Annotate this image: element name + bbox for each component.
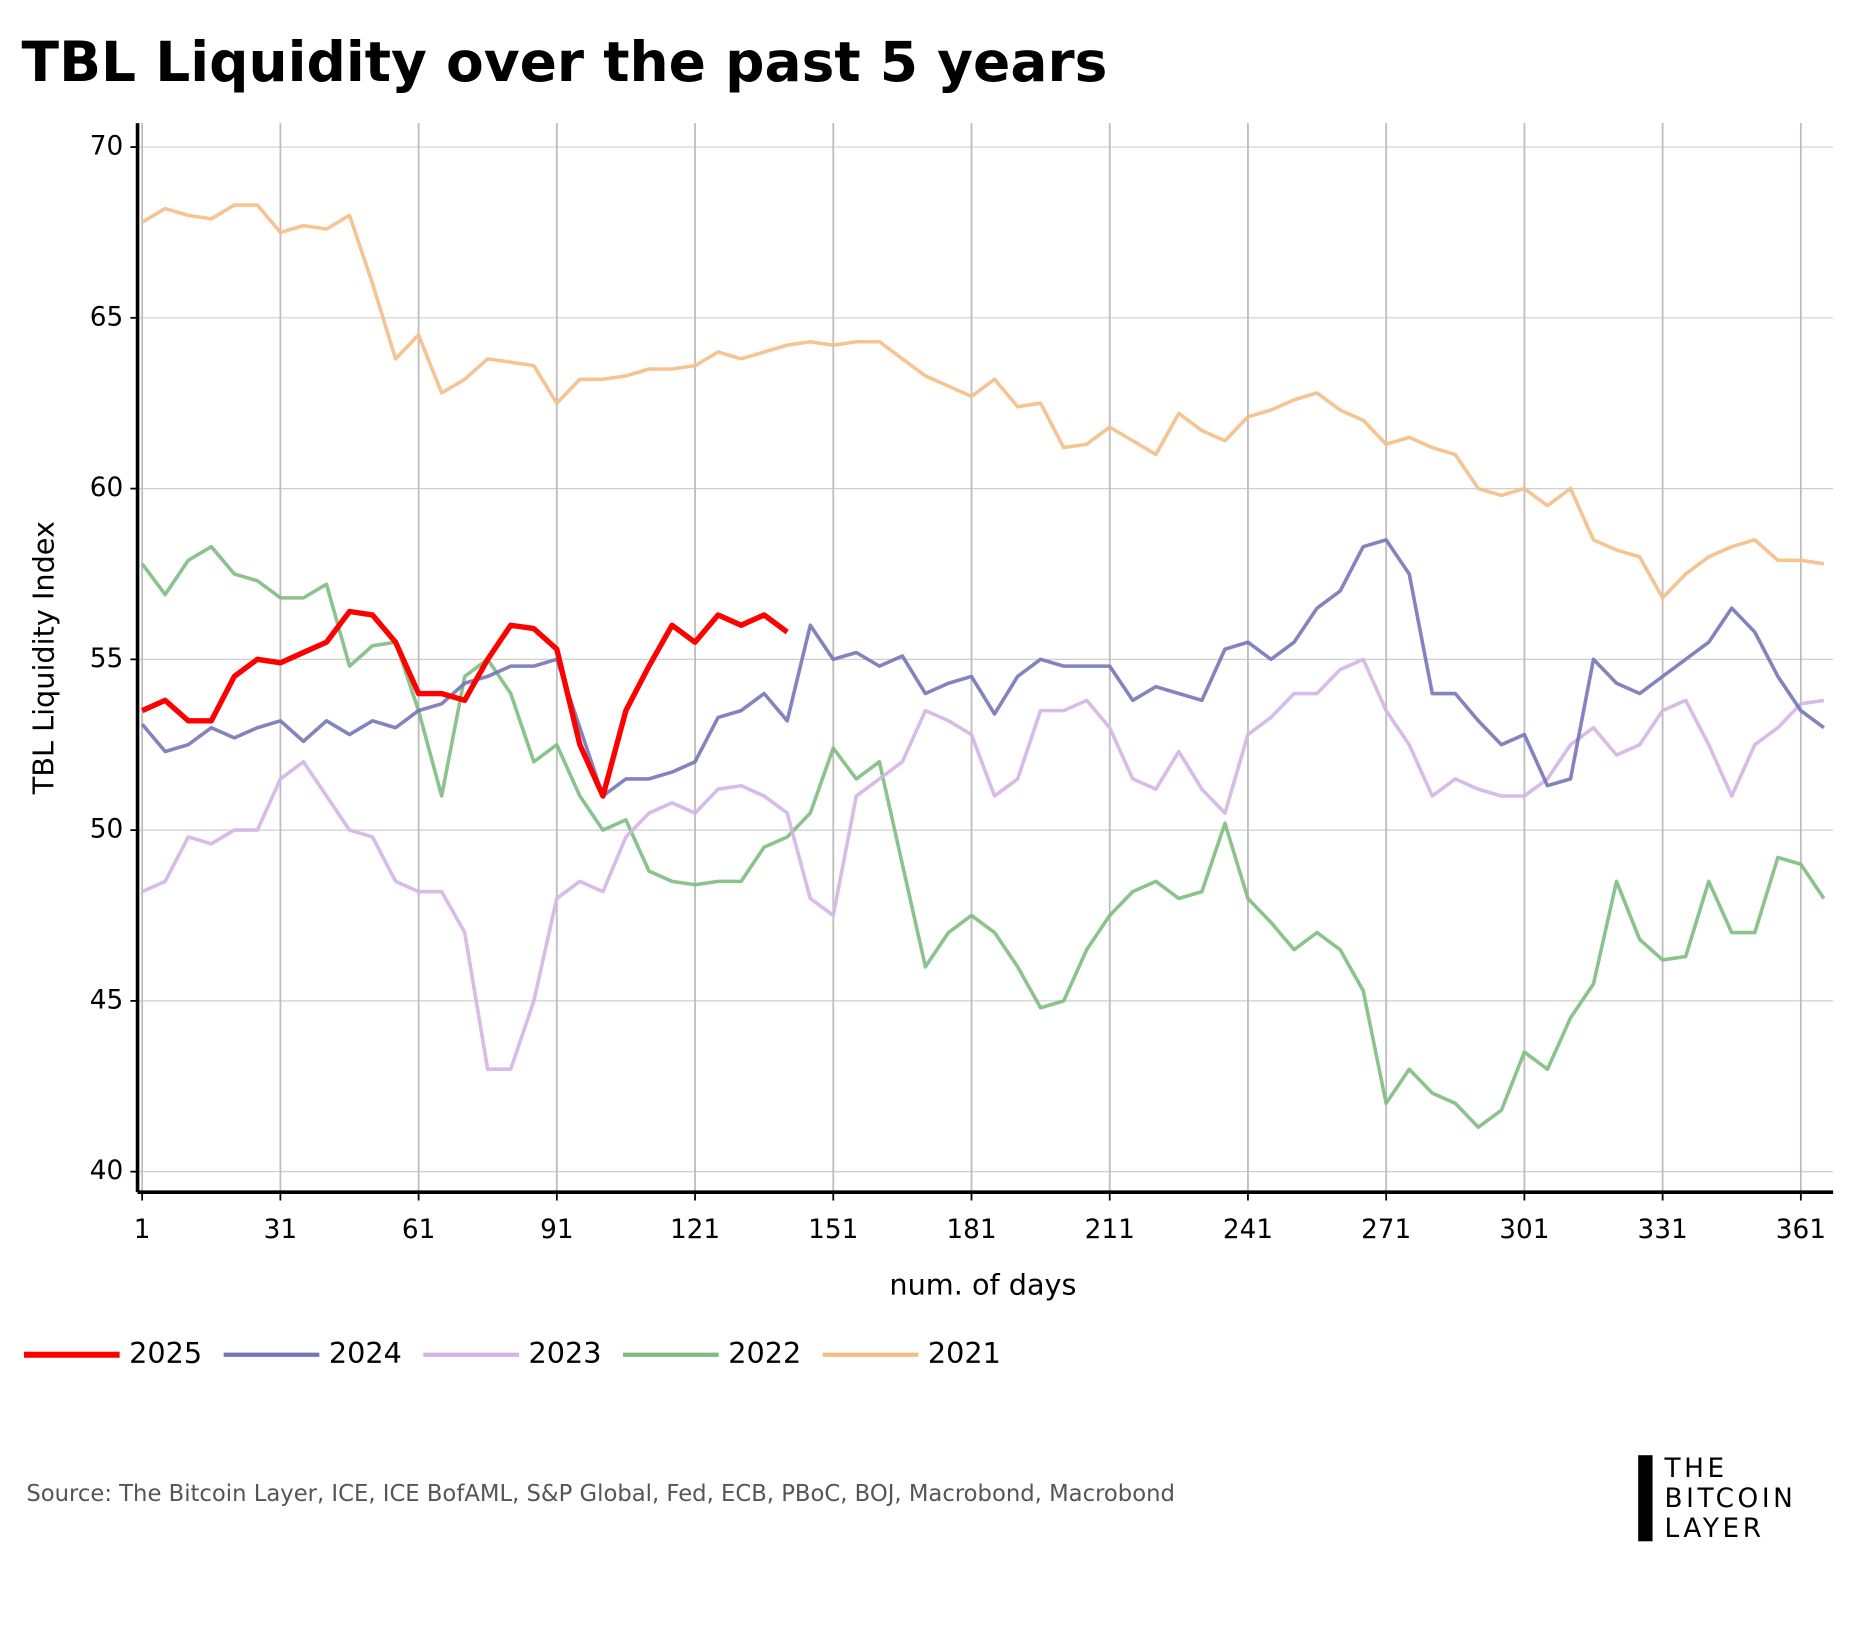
y-axis-label: TBL Liquidity Index [26,521,60,795]
legend-label: 2023 [529,1336,602,1370]
chart-title: TBL Liquidity over the past 5 years [22,30,1108,94]
series-line [141,608,789,799]
x-tick-label: 121 [670,1215,720,1245]
y-tick-label: 40 [90,1156,123,1186]
x-tick-label: 1 [134,1215,151,1245]
x-tick-label: 271 [1361,1215,1411,1245]
series-line [141,203,1825,600]
x-axis-label: num. of days [889,1268,1076,1302]
x-tick-label: 151 [808,1215,858,1245]
x-tick-label: 211 [1085,1215,1135,1245]
x-tick-label: 31 [264,1215,297,1245]
logo-text: THE [1664,1454,1728,1484]
y-tick-label: 60 [90,473,123,503]
y-tick-label: 70 [90,132,123,162]
x-tick-label: 361 [1776,1215,1826,1245]
logo-text: LAYER [1665,1514,1765,1544]
y-tick-label: 65 [90,302,123,332]
y-tick-label: 55 [90,644,123,674]
logo-bar [1638,1455,1653,1542]
x-tick-label: 331 [1638,1215,1688,1245]
series-line [140,544,1826,1130]
series-line [140,538,1825,798]
legend-label: 2021 [928,1336,1001,1370]
legend-label: 2024 [329,1336,402,1370]
x-tick-label: 61 [402,1215,435,1245]
legend-label: 2025 [129,1336,202,1370]
y-tick-label: 45 [90,985,123,1015]
x-tick-label: 181 [946,1215,996,1245]
y-tick-label: 50 [90,815,123,845]
x-tick-label: 301 [1499,1215,1549,1245]
x-tick-label: 91 [540,1215,573,1245]
legend-label: 2022 [728,1336,801,1370]
source-note: Source: The Bitcoin Layer, ICE, ICE BofA… [26,1481,1175,1507]
series-line [141,657,1825,1072]
logo-text: BITCOIN [1665,1484,1797,1514]
x-tick-label: 241 [1223,1215,1273,1245]
